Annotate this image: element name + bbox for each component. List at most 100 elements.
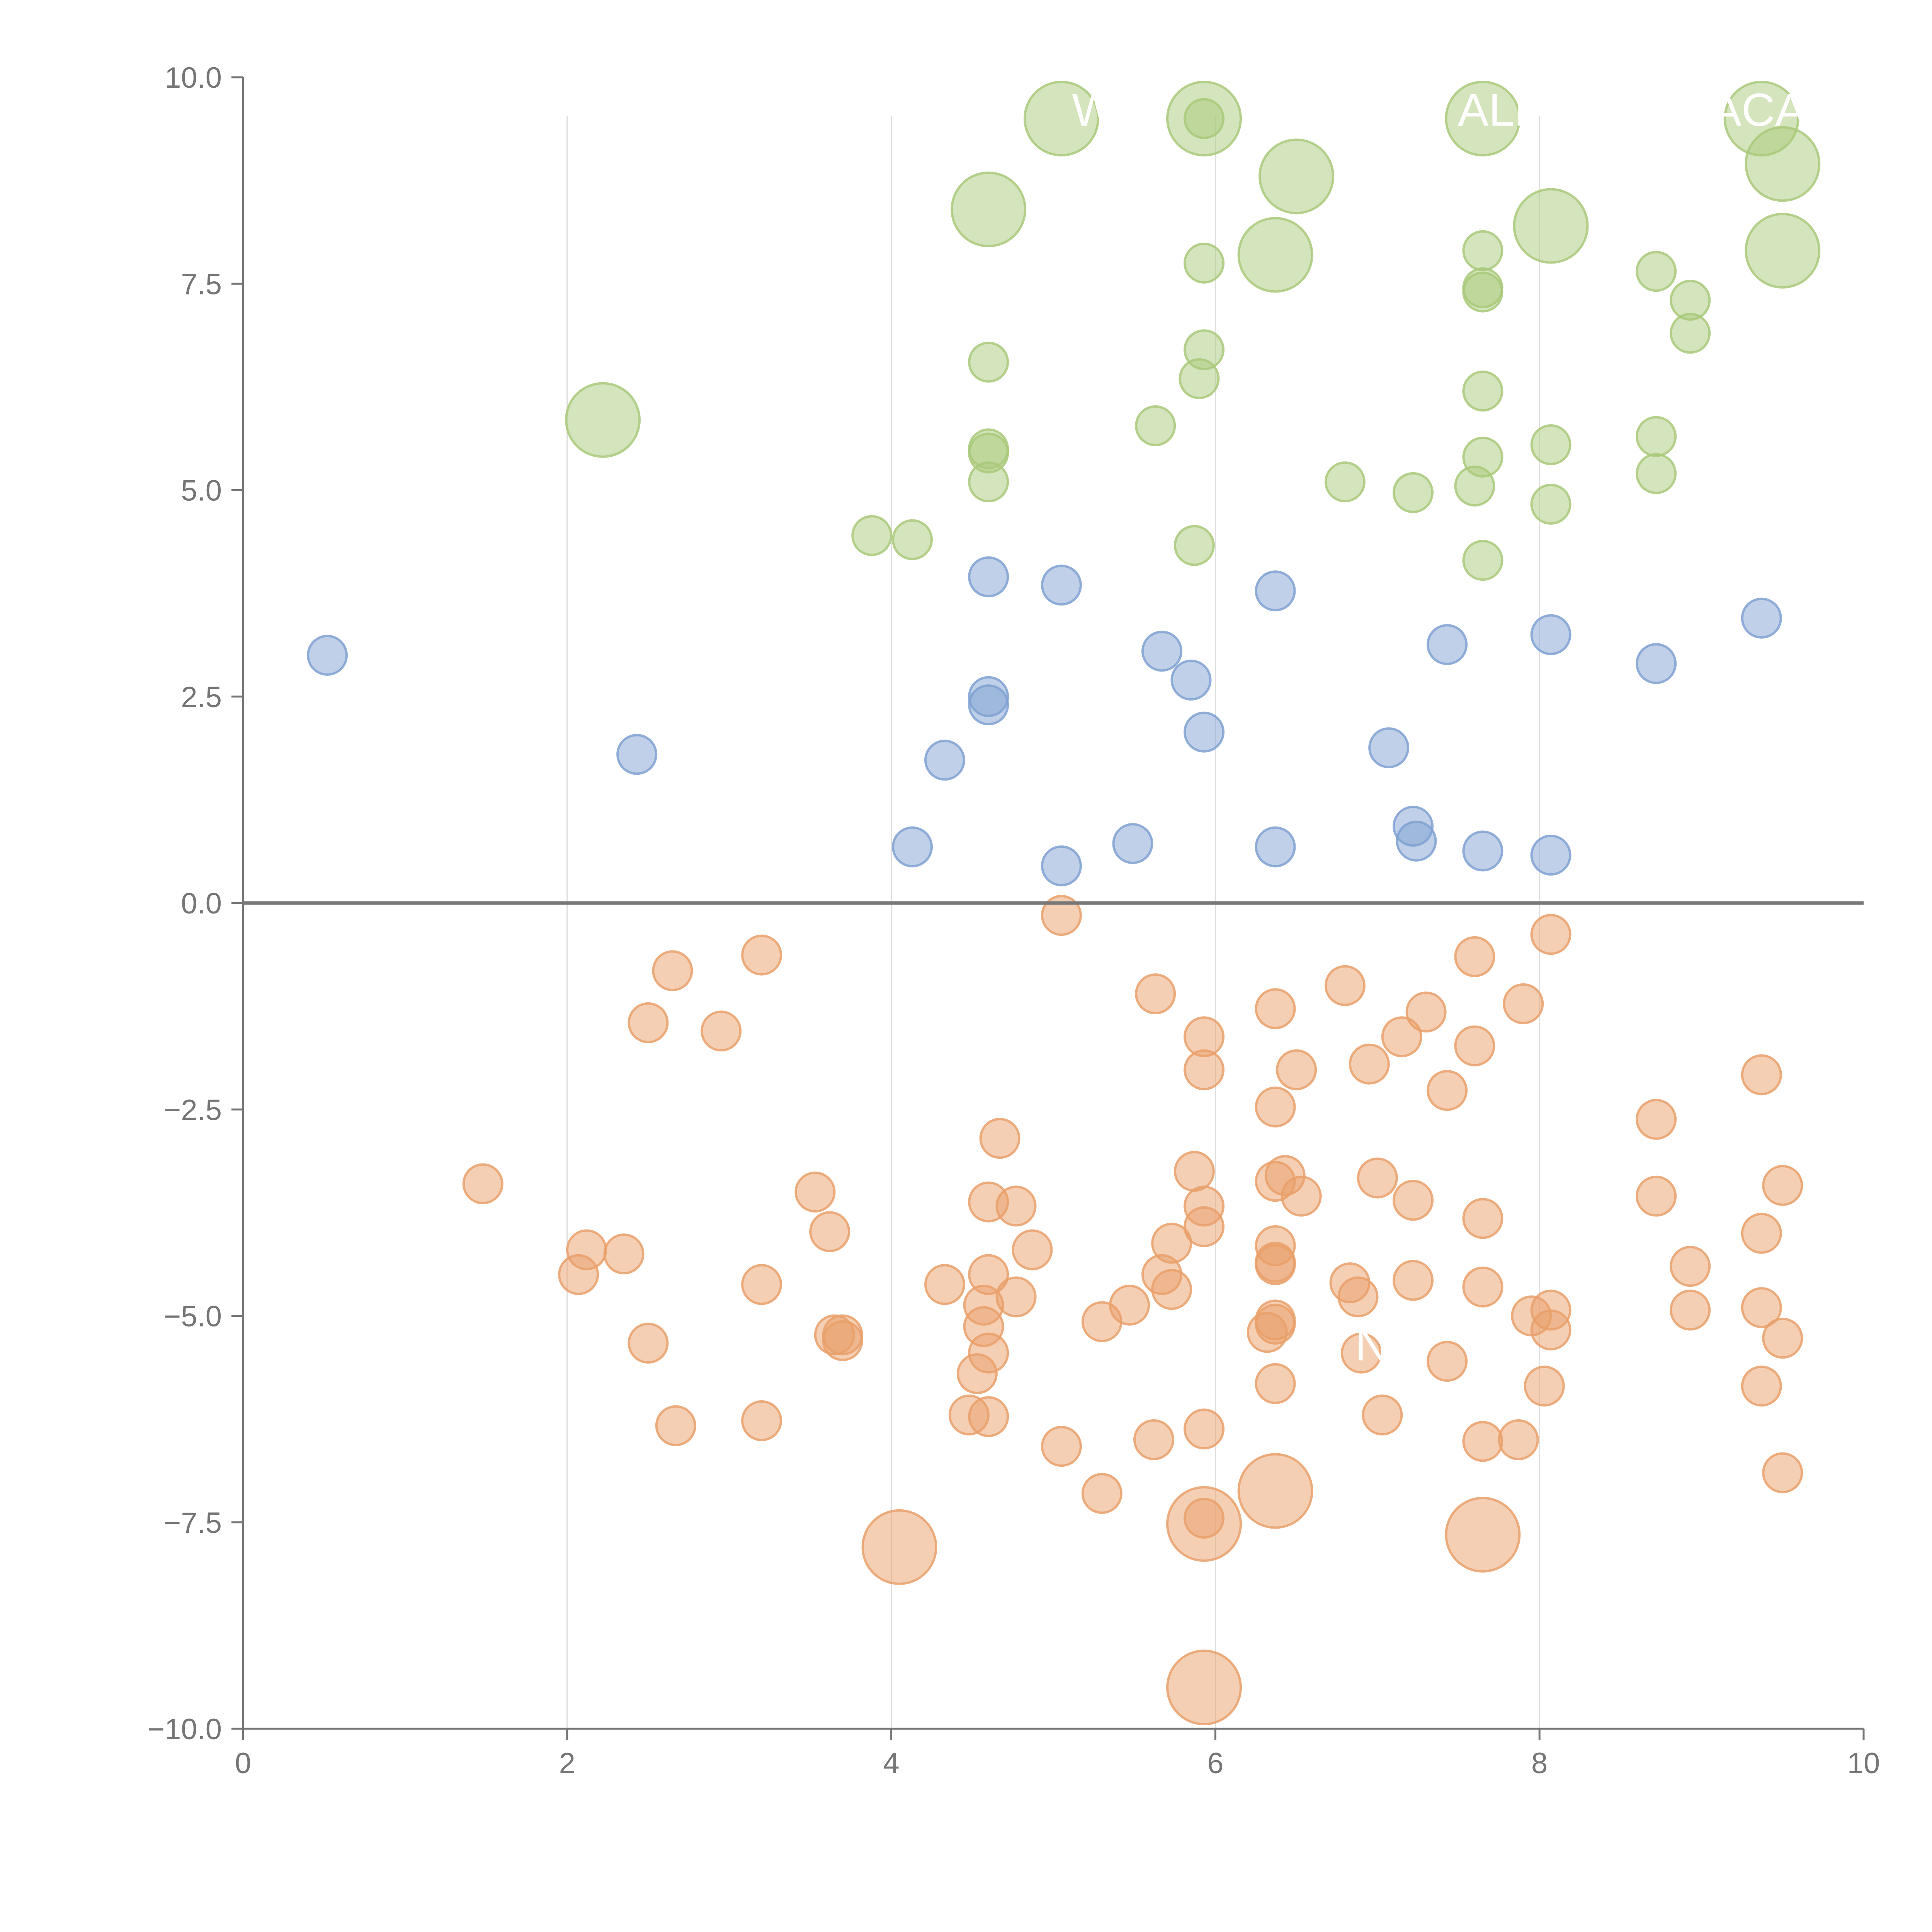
blue-bubble (1741, 597, 1782, 639)
orange-bubble (1012, 1229, 1053, 1270)
x-tick-label: 4 (883, 1747, 899, 1780)
orange-bubble (1173, 1151, 1215, 1192)
bubble-label: W (1072, 84, 1116, 136)
orange-bubble (1255, 1244, 1296, 1286)
orange-bubble (861, 1509, 937, 1585)
orange-bubble (1041, 895, 1082, 936)
y-tick-label: −2.5 (164, 1094, 222, 1126)
y-tick-label: 0.0 (181, 887, 222, 920)
bubble-label: NW (1355, 1318, 1432, 1370)
green-bubble (1135, 405, 1176, 446)
orange-bubble (1670, 1289, 1711, 1331)
y-tick-label: 7.5 (181, 268, 222, 301)
orange-bubble (558, 1254, 599, 1295)
blue-bubble (1041, 845, 1082, 886)
orange-bubble (968, 1396, 1009, 1437)
orange-series (462, 895, 1803, 1726)
blue-bubble (1184, 711, 1225, 753)
orange-bubble (1427, 1341, 1468, 1382)
orange-bubble (1741, 1287, 1782, 1328)
orange-bubble (956, 1353, 998, 1395)
orange-bubble (628, 1323, 669, 1364)
orange-bubble (1741, 1213, 1782, 1254)
blue-bubble (1368, 727, 1410, 769)
blue-bubble (1427, 624, 1468, 665)
orange-bubble (1151, 1269, 1192, 1310)
orange-bubble (1184, 1408, 1225, 1450)
orange-bubble (1324, 965, 1366, 1006)
y-tick-label: −7.5 (164, 1507, 222, 1539)
green-bubble (1179, 358, 1220, 400)
orange-bubble (1081, 1301, 1122, 1342)
orange-bubble (741, 1400, 782, 1441)
orange-bubble (1636, 1175, 1677, 1217)
blue-bubble (307, 634, 348, 676)
orange-bubble (1762, 1318, 1803, 1359)
blue-bubble (1255, 826, 1296, 867)
orange-bubble (652, 950, 693, 992)
orange-bubble (924, 1264, 966, 1305)
orange-bubble (1247, 1312, 1288, 1353)
x-tick-label: 10 (1847, 1747, 1880, 1780)
green-series (565, 80, 1821, 581)
blue-bubble (1112, 823, 1153, 864)
green-bubble (1259, 138, 1335, 214)
orange-bubble (1135, 973, 1176, 1015)
orange-bubble (822, 1320, 863, 1361)
orange-bubble (1498, 1419, 1539, 1461)
orange-bubble (1741, 1366, 1782, 1407)
green-bubble (1454, 465, 1495, 507)
green-bubble (1184, 98, 1225, 139)
blue-bubble (892, 826, 933, 867)
blue-bubble (968, 556, 1009, 597)
orange-bubble (603, 1233, 645, 1275)
green-bubble (565, 382, 641, 458)
green-bubble (1530, 483, 1571, 525)
y-tick-label: −5.0 (164, 1300, 222, 1333)
orange-bubble (1255, 1086, 1296, 1128)
orange-bubble (701, 1010, 742, 1052)
orange-bubble (1462, 1266, 1503, 1308)
green-bubble (1745, 213, 1821, 289)
orange-bubble (1337, 1276, 1379, 1318)
green-bubble (1023, 80, 1099, 156)
x-tick-label: 2 (559, 1747, 575, 1780)
blue-bubble (1530, 835, 1571, 876)
orange-bubble (1462, 1421, 1503, 1462)
orange-bubble (1427, 1070, 1468, 1111)
green-bubble (1530, 424, 1571, 465)
x-tick-label: 0 (235, 1747, 251, 1780)
green-bubble (1184, 242, 1225, 284)
blue-bubble (1462, 830, 1503, 872)
orange-bubble (1530, 1309, 1571, 1350)
blue-bubble (1530, 614, 1571, 655)
orange-bubble (794, 1171, 836, 1213)
blue-bubble (1041, 565, 1082, 606)
orange-bubble (809, 1211, 850, 1252)
orange-bubble (1454, 1025, 1495, 1066)
orange-bubble (1255, 1363, 1296, 1404)
bubble-label: ACA (1711, 84, 1806, 136)
y-tick-label: 2.5 (181, 681, 222, 714)
orange-bubble (1041, 1426, 1082, 1467)
green-bubble (968, 342, 1009, 383)
y-tick-label: 5.0 (181, 474, 222, 507)
orange-bubble (1081, 1473, 1122, 1514)
green-bubble (1745, 126, 1821, 202)
green-bubble (851, 515, 893, 556)
orange-bubble (1462, 1198, 1503, 1239)
bubble-labels: W ALL ACA NW (1072, 84, 1806, 1370)
y-tick-label: 10.0 (165, 61, 222, 94)
green-bubble (1513, 188, 1589, 264)
axes (242, 77, 1864, 1730)
orange-bubble (1741, 1054, 1782, 1095)
orange-bubble (1454, 936, 1495, 977)
orange-bubble (741, 934, 782, 976)
blue-bubble (1141, 631, 1182, 672)
orange-bubble (1393, 1260, 1434, 1301)
blue-bubble (1255, 570, 1296, 612)
orange-bubble (1393, 1180, 1434, 1221)
green-bubble (892, 519, 933, 560)
green-bubble (1173, 525, 1215, 566)
green-bubble (1445, 80, 1521, 156)
